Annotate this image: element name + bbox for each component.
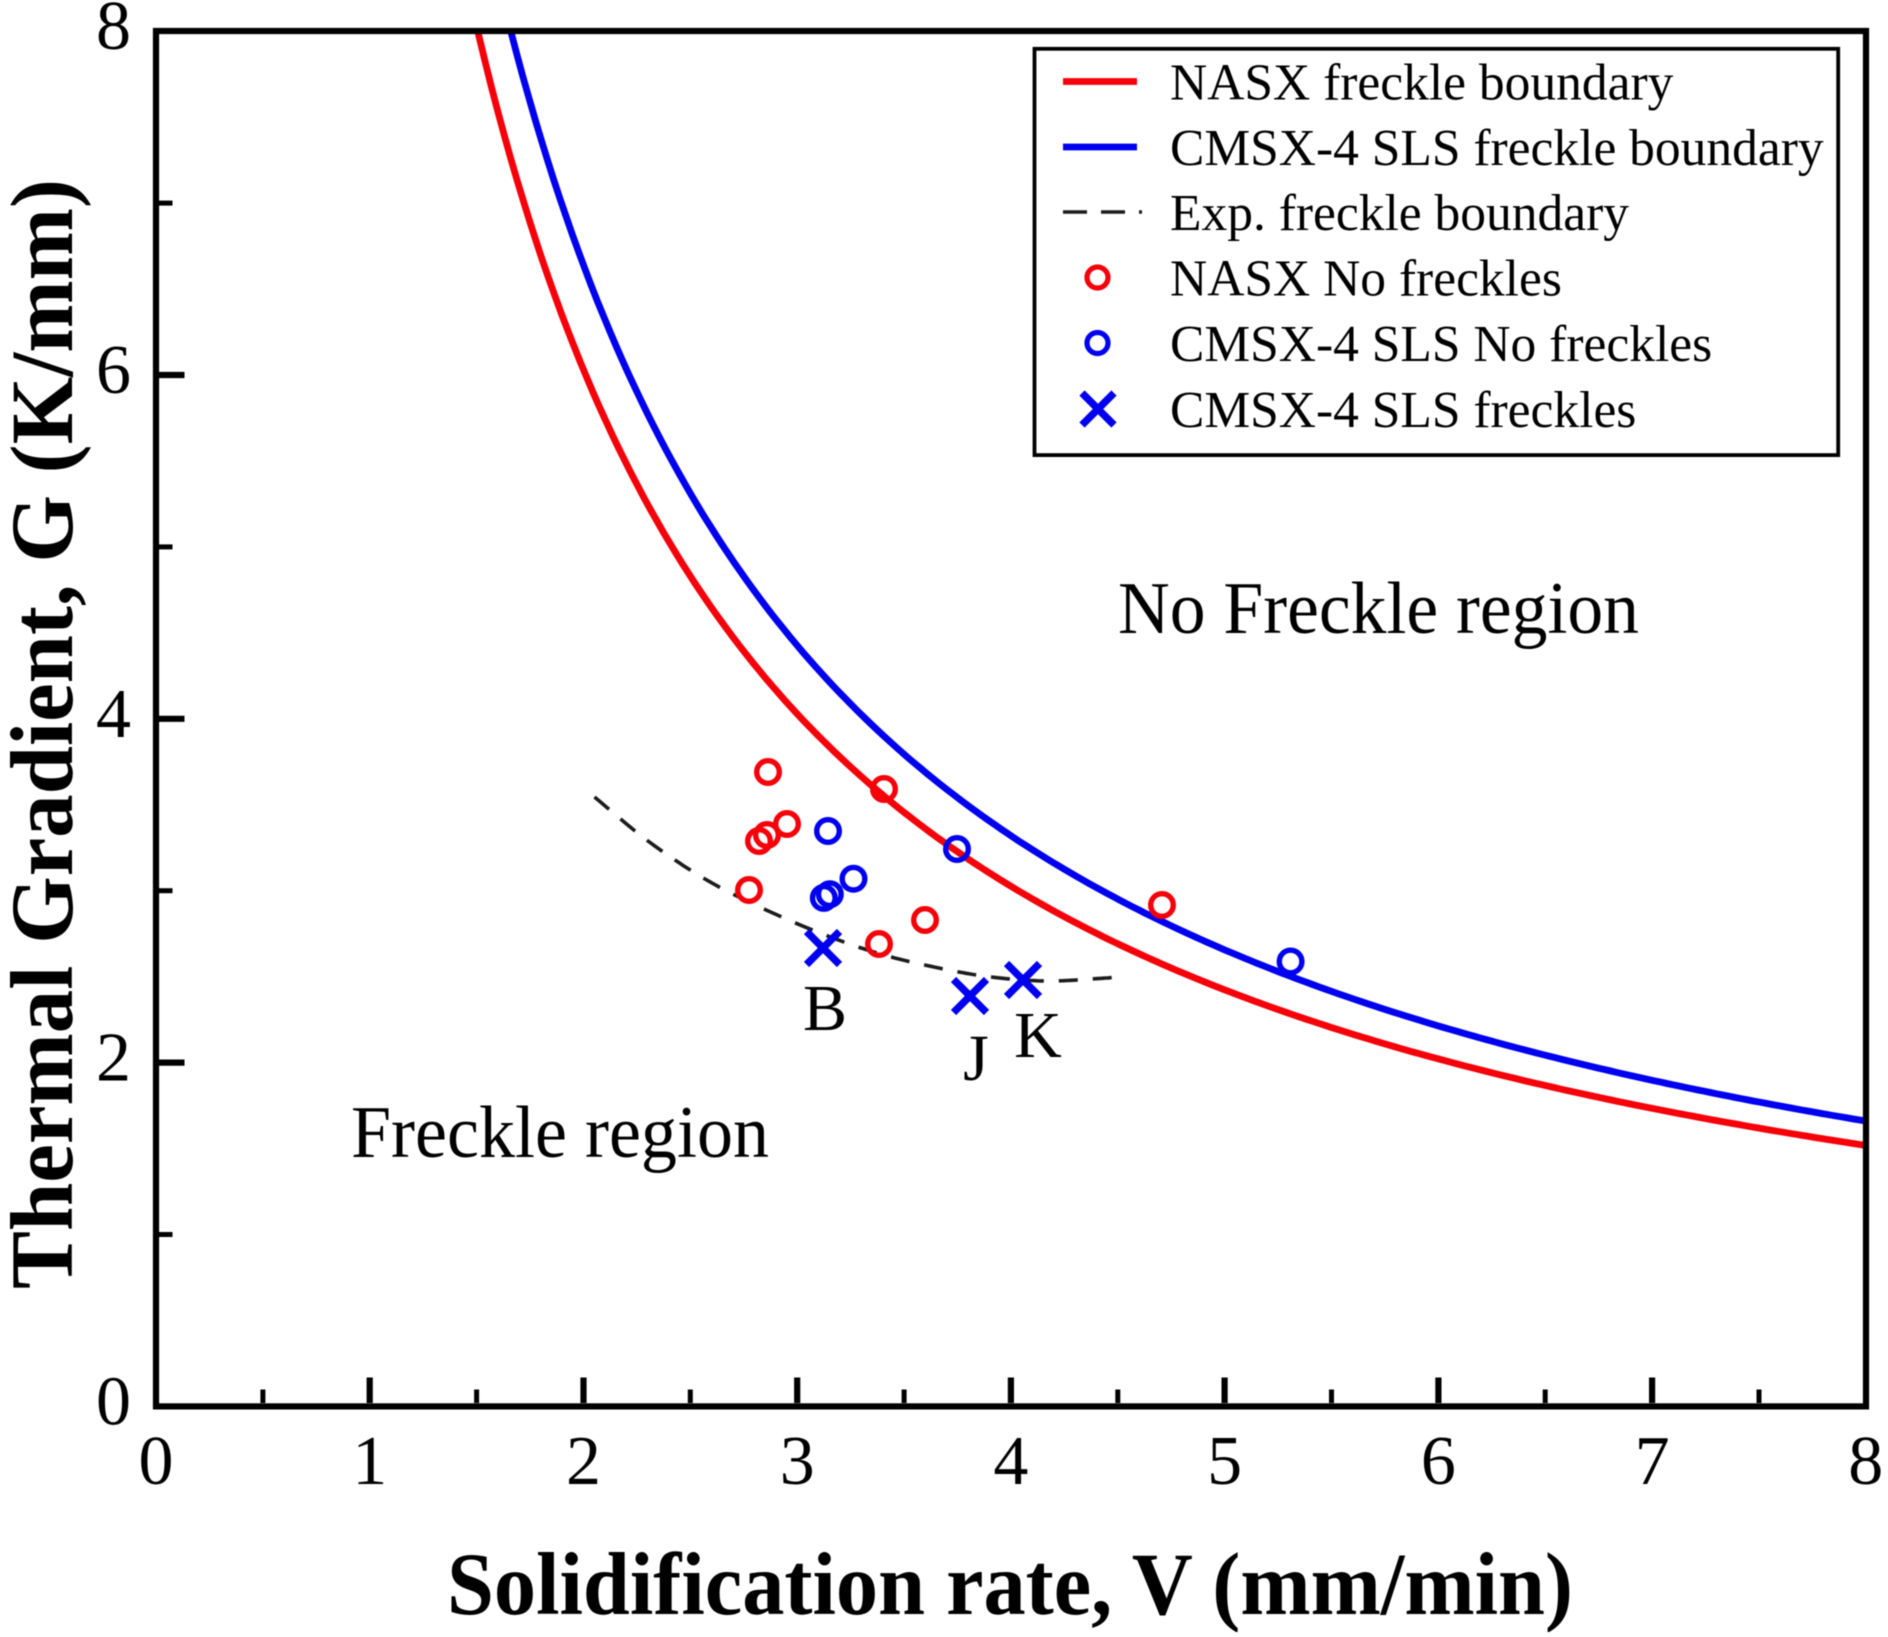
svg-text:2: 2 bbox=[96, 1020, 131, 1097]
svg-text:4: 4 bbox=[96, 676, 131, 753]
svg-text:No Freckle region: No Freckle region bbox=[1118, 568, 1639, 650]
svg-text:CMSX-4 SLS No freckles: CMSX-4 SLS No freckles bbox=[1170, 316, 1712, 373]
svg-text:Solidification rate, V (mm/min: Solidification rate, V (mm/min) bbox=[447, 1536, 1573, 1632]
svg-text:CMSX-4 SLS freckles: CMSX-4 SLS freckles bbox=[1170, 382, 1636, 439]
svg-text:Freckle region: Freckle region bbox=[351, 1092, 769, 1174]
svg-text:5: 5 bbox=[1207, 1423, 1242, 1500]
svg-text:0: 0 bbox=[139, 1423, 174, 1500]
svg-text:K: K bbox=[1014, 999, 1062, 1072]
svg-text:6: 6 bbox=[96, 332, 131, 409]
svg-text:4: 4 bbox=[993, 1423, 1028, 1500]
svg-text:1: 1 bbox=[352, 1423, 387, 1500]
svg-text:0: 0 bbox=[96, 1363, 131, 1440]
svg-text:3: 3 bbox=[780, 1423, 815, 1500]
svg-text:B: B bbox=[803, 972, 847, 1045]
svg-text:NASX freckle boundary: NASX freckle boundary bbox=[1170, 55, 1674, 112]
svg-text:J: J bbox=[963, 1022, 989, 1095]
svg-text:NASX No freckles: NASX No freckles bbox=[1170, 251, 1562, 308]
svg-text:8: 8 bbox=[1848, 1423, 1883, 1500]
svg-text:CMSX-4 SLS freckle boundary: CMSX-4 SLS freckle boundary bbox=[1170, 120, 1824, 177]
svg-text:7: 7 bbox=[1635, 1423, 1670, 1500]
svg-text:Exp. freckle boundary: Exp. freckle boundary bbox=[1170, 185, 1629, 242]
svg-text:8: 8 bbox=[96, 0, 131, 65]
svg-text:Thermal Gradient, G (K/mm): Thermal Gradient, G (K/mm) bbox=[0, 179, 92, 1289]
svg-text:2: 2 bbox=[566, 1423, 601, 1500]
svg-text:6: 6 bbox=[1421, 1423, 1456, 1500]
